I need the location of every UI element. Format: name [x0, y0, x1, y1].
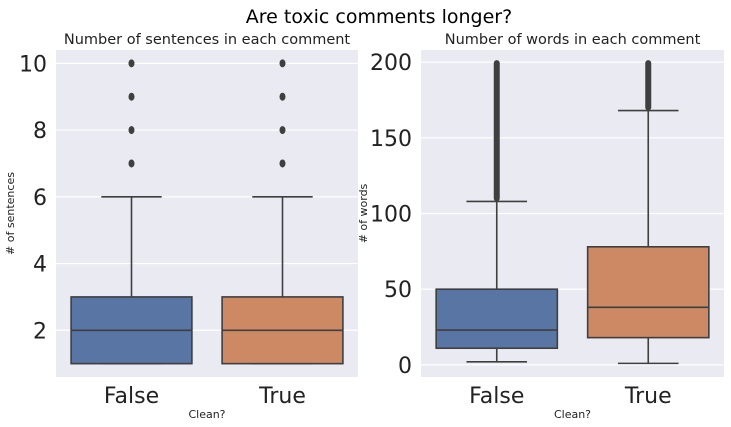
box-false [435, 60, 559, 363]
x-tick-label: True [258, 384, 306, 409]
y-tick-label: 100 [370, 203, 412, 228]
outlier-point [279, 59, 286, 68]
y-tick-label: 200 [370, 51, 412, 76]
box-true [221, 59, 344, 365]
x-tick-label: False [469, 384, 524, 409]
subplot-1: 2 4 6 8 10 False True Number of sentences in ea… [4, 32, 358, 421]
outlier-point [128, 126, 135, 135]
y-tick-label: 8 [33, 119, 47, 144]
y-tick-label: 10 [19, 52, 47, 77]
y-axis-label: # of sentences [4, 172, 17, 255]
subplot-title: Number of sentences in each comment [64, 32, 351, 48]
subplot-2: 0 50 100 150 200 False True Number of words in … [357, 32, 724, 421]
x-tick-label: True [624, 384, 672, 409]
y-tick-label: 6 [33, 186, 47, 211]
y-tick-label: 4 [33, 253, 47, 278]
outlier-point [128, 92, 135, 101]
box-true [586, 60, 710, 365]
outlier-point [128, 159, 135, 168]
outlier-point [279, 92, 286, 101]
outlier-point [279, 126, 286, 135]
y-axis-label: # of words [357, 183, 370, 243]
x-axis-label: Clean? [554, 408, 591, 421]
outlier-points-dense [645, 60, 652, 111]
box-false [70, 59, 193, 365]
outlier-points-dense [493, 60, 500, 202]
figure-suptitle: Are toxic comments longer? [246, 6, 512, 28]
x-axis-label: Clean? [188, 408, 225, 421]
y-tick-label: 150 [370, 127, 412, 152]
y-tick-label: 0 [398, 354, 412, 379]
outlier-point [279, 159, 286, 168]
subplot-title: Number of words in each comment [445, 32, 701, 48]
iqr-box [586, 246, 710, 339]
y-tick-label: 2 [33, 319, 47, 344]
iqr-box [435, 288, 559, 350]
x-tick-label: False [104, 384, 159, 409]
outlier-point [128, 59, 135, 68]
y-tick-label: 50 [384, 278, 412, 303]
